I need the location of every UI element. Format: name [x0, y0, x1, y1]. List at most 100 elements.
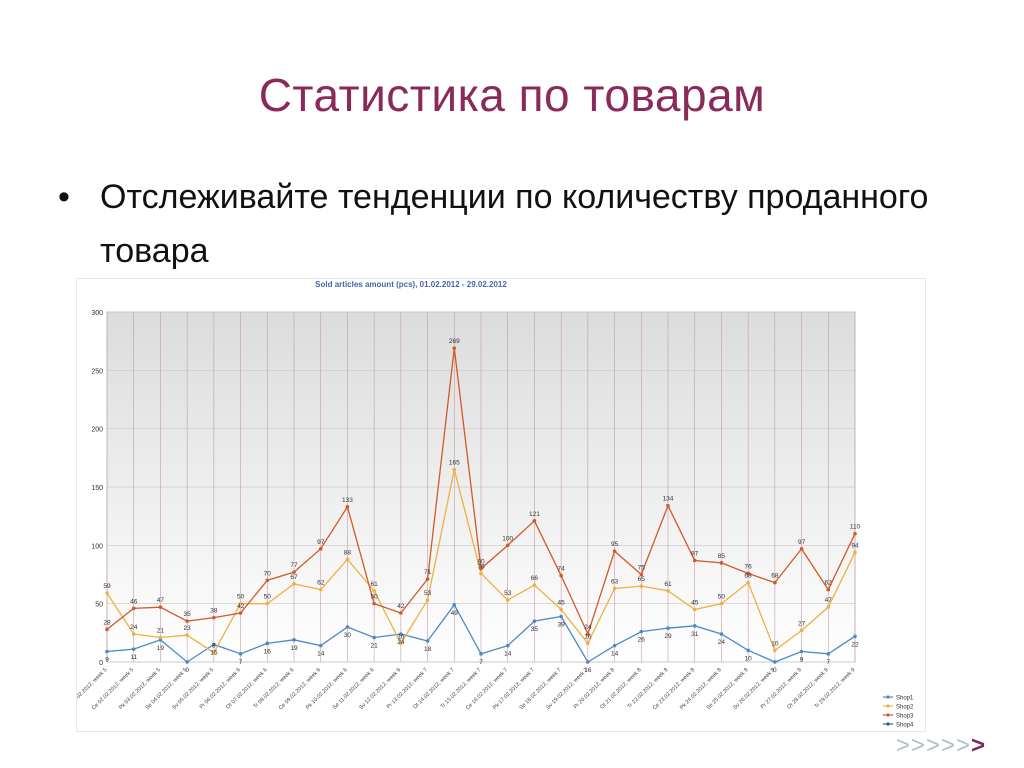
data-label: 50: [718, 594, 726, 601]
data-point-shop1: [719, 632, 724, 636]
data-label: 76: [477, 563, 485, 570]
data-label: 100: [502, 535, 513, 542]
data-point-shop1: [746, 648, 750, 653]
data-point-shop2: [265, 601, 270, 606]
data-point-shop2: [238, 601, 243, 606]
data-point-shop2: [559, 607, 563, 612]
data-label: 76: [745, 563, 753, 570]
data-point-shop1: [372, 635, 376, 640]
data-point-shop3: [318, 547, 323, 551]
data-point-shop2: [399, 641, 403, 646]
data-point-shop3: [826, 587, 831, 592]
data-point-shop2: [372, 589, 376, 593]
data-point-shop2: [292, 582, 296, 586]
nav-arrows-text: >>>>>: [895, 732, 971, 759]
data-label: 87: [691, 551, 699, 558]
data-label: 62: [825, 580, 833, 587]
y-tick-label: 100: [91, 543, 103, 550]
data-label: 16: [397, 633, 405, 640]
data-point-shop2: [692, 607, 697, 612]
data-label: 269: [449, 338, 460, 345]
data-label: 121: [529, 511, 540, 518]
sold-articles-chart: Sold articles amount (pcs), 01.02.2012 -…: [76, 278, 926, 732]
data-label: 23: [184, 625, 192, 632]
data-point-shop2: [666, 589, 670, 593]
data-point-shop2: [719, 601, 724, 606]
data-point-shop3: [746, 571, 750, 576]
next-slide-arrows[interactable]: >>>>>>: [896, 732, 986, 760]
data-point-shop2: [639, 584, 644, 588]
data-label: 50: [371, 594, 379, 601]
data-label: 0: [185, 667, 189, 674]
data-label: 24: [718, 639, 726, 646]
data-label: 165: [449, 460, 460, 467]
data-label: 59: [103, 583, 111, 590]
data-point-shop3: [586, 632, 590, 636]
data-point-shop3: [131, 606, 136, 611]
legend-label: Shop4: [896, 723, 914, 729]
nav-arrow-last: >: [970, 732, 986, 759]
data-label: 16: [584, 667, 592, 674]
data-label: 7: [239, 659, 243, 666]
data-label: 65: [638, 576, 646, 583]
data-label: 0: [773, 667, 777, 674]
data-point-shop3: [345, 505, 350, 509]
data-label: 14: [317, 651, 325, 658]
data-point-shop2: [853, 550, 857, 555]
data-point-shop3: [505, 543, 510, 548]
data-point-shop1: [612, 643, 617, 648]
legend-marker: [886, 713, 890, 717]
data-point-shop1: [799, 649, 804, 654]
data-point-shop2: [773, 648, 777, 653]
data-label: 26: [638, 637, 646, 644]
data-label: 45: [691, 600, 699, 607]
data-point-shop2: [212, 650, 216, 655]
data-point-shop2: [158, 635, 163, 640]
data-point-shop1: [425, 639, 430, 643]
data-label: 31: [691, 631, 699, 638]
data-label: 94: [851, 542, 859, 549]
data-point-shop3: [212, 615, 216, 620]
y-tick-label: 0: [99, 660, 103, 667]
data-label: 11: [130, 654, 137, 661]
data-label: 21: [157, 628, 165, 635]
data-label: 21: [371, 643, 379, 650]
data-label: 9: [105, 657, 109, 664]
data-point-shop2: [799, 628, 804, 633]
data-label: 22: [851, 641, 859, 648]
data-point-shop2: [532, 583, 537, 587]
data-point-shop3: [612, 549, 617, 553]
data-label: 24: [397, 639, 405, 646]
bullet-text: Отслеживайте тенденции по количеству про…: [100, 178, 929, 270]
data-label: 61: [371, 581, 379, 588]
chart-svg: Sold articles amount (pcs), 01.02.2012 -…: [77, 280, 914, 729]
data-point-shop1: [265, 641, 270, 646]
data-label: 53: [424, 590, 432, 597]
data-point-shop3: [692, 558, 697, 563]
data-point-shop2: [318, 587, 323, 592]
data-point-shop1: [131, 647, 136, 651]
data-point-shop1: [639, 629, 644, 634]
data-label: 70: [264, 570, 272, 577]
y-tick-label: 200: [91, 427, 103, 434]
data-point-shop2: [185, 633, 189, 637]
data-point-shop3: [719, 561, 724, 565]
y-tick-label: 250: [91, 368, 103, 375]
y-tick-label: 50: [95, 602, 103, 609]
data-point-shop3: [372, 601, 376, 606]
y-tick-label: 150: [91, 485, 103, 492]
data-label: 50: [237, 594, 245, 601]
data-label: 16: [264, 648, 272, 655]
data-label: 74: [558, 566, 566, 573]
data-label: 67: [290, 574, 298, 581]
data-label: 53: [504, 590, 512, 597]
data-label: 35: [531, 626, 539, 633]
data-point-shop1: [105, 649, 109, 654]
data-label: 29: [664, 633, 672, 640]
data-point-shop3: [532, 519, 537, 523]
data-label: 61: [664, 581, 672, 588]
data-label: 24: [130, 624, 138, 631]
data-label: 35: [184, 611, 192, 618]
data-point-shop2: [826, 605, 831, 609]
data-point-shop1: [826, 652, 831, 656]
